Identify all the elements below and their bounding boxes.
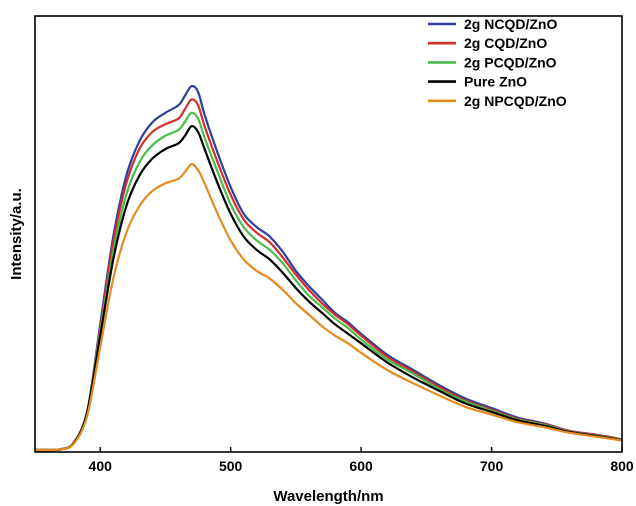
legend-label: Pure ZnO (464, 74, 527, 90)
series-line-2g-ncqd-zno (34, 84, 623, 452)
legend: 2g NCQD/ZnO 2g CQD/ZnO 2g PCQD/ZnO Pure ZnO… (428, 16, 567, 109)
series-line-2g-cqd-zno (34, 98, 623, 452)
series-line-2g-npcqd-zno (34, 163, 623, 452)
series-line-pure-zno (34, 124, 623, 452)
y-axis-title: Intensity/a.u. (8, 188, 25, 280)
x-tick-label: 700 (480, 458, 504, 474)
series-line-2g-pcqd-zno (34, 111, 623, 452)
x-axis-title: Wavelength/nm (273, 488, 383, 505)
x-tick-label: 500 (219, 458, 243, 474)
legend-label: 2g CQD/ZnO (464, 35, 547, 51)
legend-label: 2g PCQD/ZnO (464, 54, 557, 70)
legend-label: 2g NCQD/ZnO (464, 16, 557, 32)
plot-frame (34, 15, 623, 453)
legend-label: 2g NPCQD/ZnO (464, 93, 567, 109)
x-tick-label: 600 (349, 458, 373, 474)
x-tick-label: 400 (89, 458, 113, 474)
x-tick-label: 800 (610, 458, 634, 474)
